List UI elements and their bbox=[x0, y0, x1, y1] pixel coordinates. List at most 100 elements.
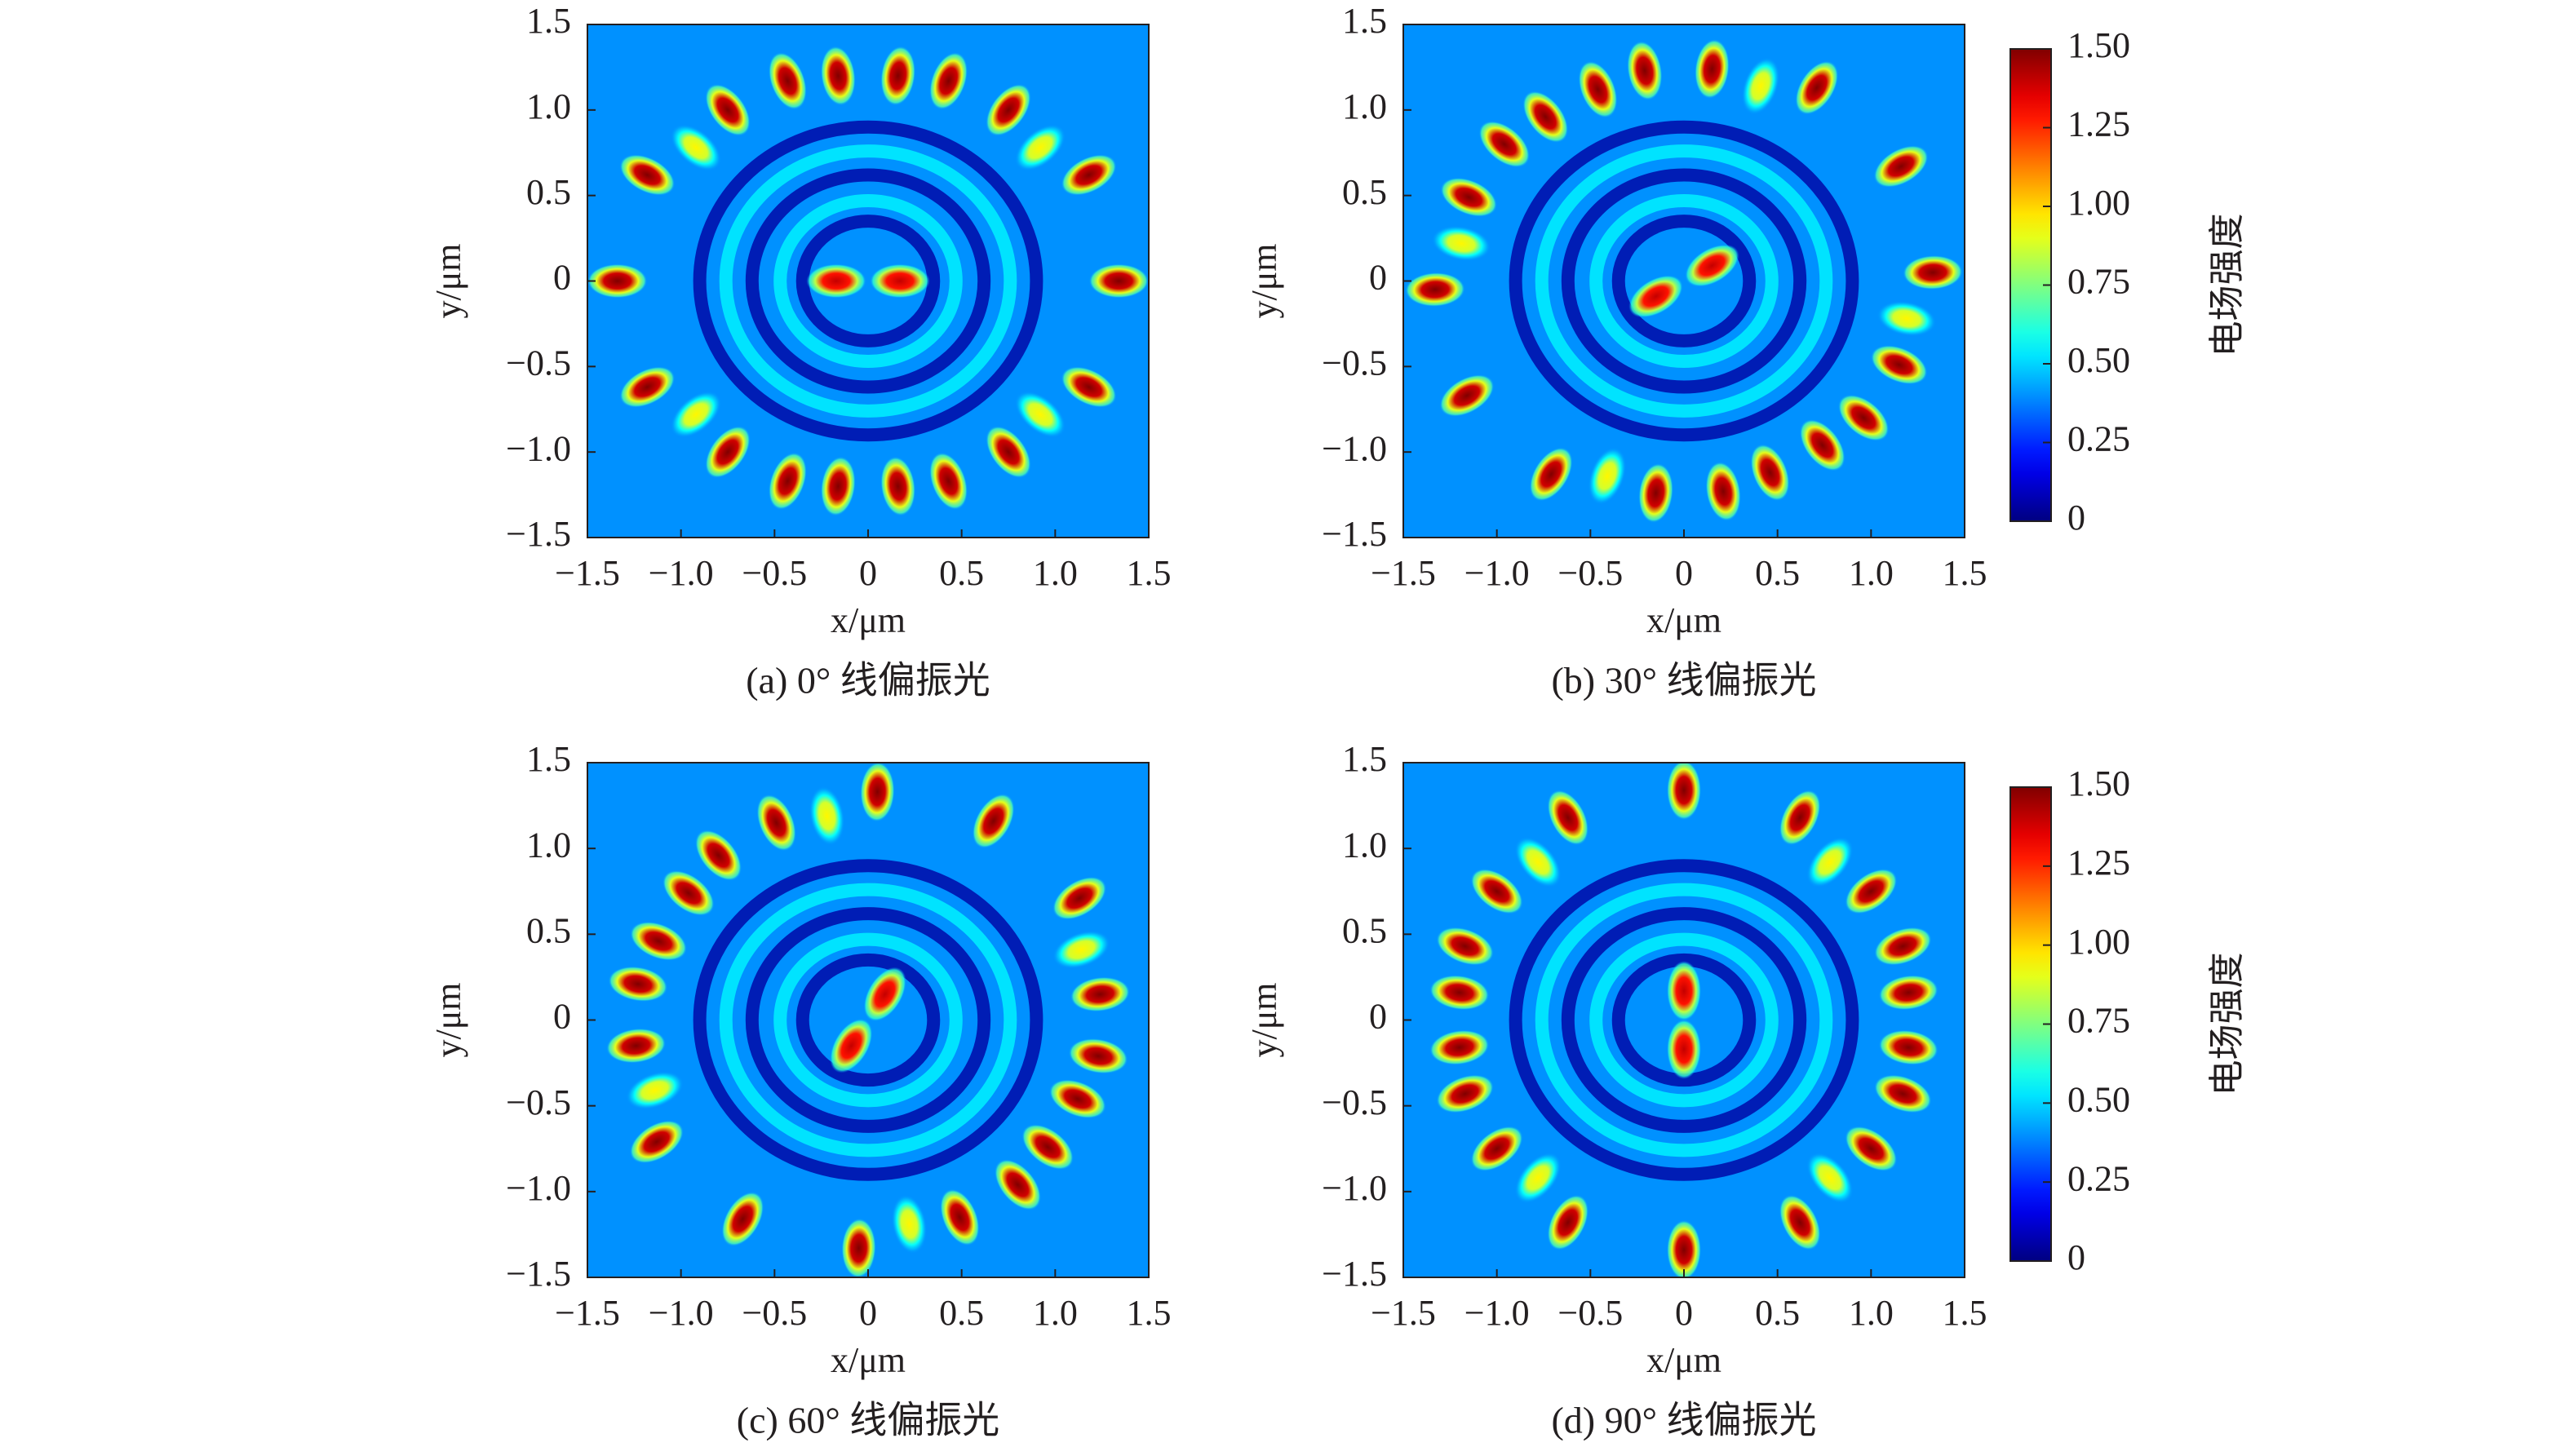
field-spot bbox=[1588, 447, 1627, 505]
field-spot bbox=[670, 124, 722, 171]
field-spot bbox=[1429, 1029, 1490, 1065]
field-ring bbox=[1611, 215, 1757, 347]
x-tick-label: 1.5 bbox=[1127, 1293, 1172, 1333]
field-spot bbox=[1052, 930, 1110, 969]
field-spot bbox=[1514, 836, 1562, 888]
colorbar-label: 电场强度 bbox=[2207, 214, 2247, 357]
x-axis-label: x/μm bbox=[1646, 1340, 1721, 1380]
field-ring bbox=[773, 193, 963, 369]
field bbox=[587, 24, 1149, 538]
x-tick-label: 1.0 bbox=[1849, 553, 1894, 593]
field-spot bbox=[820, 456, 856, 516]
colorbar-tick-label: 1.25 bbox=[2067, 843, 2130, 883]
field bbox=[587, 763, 1149, 1277]
field-spot bbox=[986, 426, 1031, 479]
x-tick-label: −1.0 bbox=[1464, 553, 1530, 593]
y-tick-label: 0.5 bbox=[526, 172, 571, 212]
y-axis-label: y/μm bbox=[428, 982, 468, 1057]
field-ring bbox=[1509, 859, 1859, 1181]
field-spot bbox=[721, 1192, 764, 1246]
colorbar-tick-label: 0.50 bbox=[2067, 340, 2130, 380]
field bbox=[1403, 763, 1965, 1277]
field-spot bbox=[870, 263, 930, 299]
field-ring bbox=[795, 215, 941, 347]
field-spot bbox=[1068, 1038, 1128, 1074]
field-spot bbox=[630, 921, 688, 961]
field-spot bbox=[619, 154, 676, 196]
y-tick-label: 1.0 bbox=[526, 86, 571, 126]
field-spot bbox=[1799, 419, 1846, 471]
field-spot bbox=[1429, 975, 1490, 1011]
field-spot bbox=[1666, 1219, 1702, 1277]
field-spot bbox=[1070, 976, 1130, 1012]
y-axis-label: y/μm bbox=[1244, 243, 1284, 318]
x-tick-label: −0.5 bbox=[742, 1293, 807, 1333]
y-tick-label: 0.5 bbox=[1342, 910, 1387, 950]
field-ring bbox=[1589, 193, 1779, 369]
field-spot bbox=[1845, 1126, 1898, 1171]
y-tick-label: −1.0 bbox=[506, 428, 571, 468]
field-spot bbox=[860, 763, 895, 822]
field-spot bbox=[891, 1194, 928, 1255]
field-spot bbox=[695, 830, 742, 881]
field-spot bbox=[880, 46, 916, 106]
panel: −1.5 −1.0 −0.5 0 0.5 1.0 1.5 −1.5 −1.0 −0.5 0 0.5 1.… bbox=[428, 1, 1171, 701]
field-spot bbox=[1529, 447, 1573, 502]
field-spot bbox=[629, 1120, 684, 1164]
x-tick-label: 1.0 bbox=[1033, 1293, 1078, 1333]
y-tick-label: −1.5 bbox=[1322, 514, 1387, 554]
field-spot bbox=[1014, 391, 1066, 438]
colorbar-tick-label: 0.25 bbox=[2067, 419, 2130, 459]
x-tick-label: −1.0 bbox=[1464, 1293, 1530, 1333]
field-background bbox=[587, 763, 1149, 1277]
field-spot bbox=[830, 1018, 873, 1073]
field-ring bbox=[1535, 144, 1833, 418]
x-tick-label: −1.5 bbox=[1371, 553, 1436, 593]
field-spot bbox=[1874, 927, 1932, 966]
field-spot bbox=[705, 83, 751, 136]
x-tick-label: 1.5 bbox=[1943, 1293, 1987, 1333]
field-spot bbox=[670, 391, 722, 438]
field-spot bbox=[1873, 145, 1929, 188]
colorbar-tick-label: 1.50 bbox=[2067, 763, 2130, 803]
y-tick-label: −1.0 bbox=[1322, 428, 1387, 468]
field-spot bbox=[1061, 154, 1117, 196]
colorbar-tick-label: 0.25 bbox=[2067, 1158, 2130, 1198]
y-tick-label: 0 bbox=[1369, 258, 1387, 298]
field-spot bbox=[1877, 300, 1937, 337]
field-ring bbox=[1589, 932, 1779, 1108]
y-tick-label: −0.5 bbox=[1322, 343, 1387, 383]
field-spot bbox=[1436, 927, 1494, 966]
x-tick-label: 0 bbox=[859, 553, 877, 593]
field-spot bbox=[809, 786, 845, 846]
field-spot bbox=[1685, 244, 1739, 287]
x-tick-label: 0.5 bbox=[939, 1293, 984, 1333]
y-tick-label: 1.5 bbox=[1342, 1, 1387, 41]
field-spot bbox=[1845, 869, 1898, 914]
field-background bbox=[587, 24, 1149, 538]
field-spot bbox=[1522, 91, 1569, 143]
x-tick-label: 0.5 bbox=[1755, 1293, 1800, 1333]
field-ring bbox=[1561, 168, 1807, 394]
field bbox=[1403, 24, 1965, 538]
field-spot bbox=[1627, 41, 1663, 100]
y-tick-label: −1.5 bbox=[506, 514, 571, 554]
y-tick-label: −0.5 bbox=[506, 343, 571, 383]
field-spot bbox=[1436, 1074, 1494, 1113]
x-tick-label: −1.5 bbox=[555, 553, 620, 593]
field-spot bbox=[1806, 836, 1854, 888]
field-spot bbox=[1837, 394, 1890, 441]
field-spot bbox=[1405, 272, 1465, 307]
y-tick-label: 1.5 bbox=[526, 1, 571, 41]
field-ring bbox=[1509, 120, 1859, 442]
field-spot bbox=[587, 263, 648, 299]
x-axis-label: x/μm bbox=[831, 600, 906, 640]
field-ring bbox=[795, 953, 941, 1087]
colorbar-tick-label: 0 bbox=[2067, 1237, 2085, 1277]
field-ring bbox=[745, 907, 991, 1133]
x-tick-label: −1.0 bbox=[649, 553, 714, 593]
field-ring bbox=[693, 120, 1044, 442]
caption: (b) 30° 线偏振光 bbox=[1551, 660, 1816, 701]
field-spot bbox=[1470, 1126, 1523, 1171]
